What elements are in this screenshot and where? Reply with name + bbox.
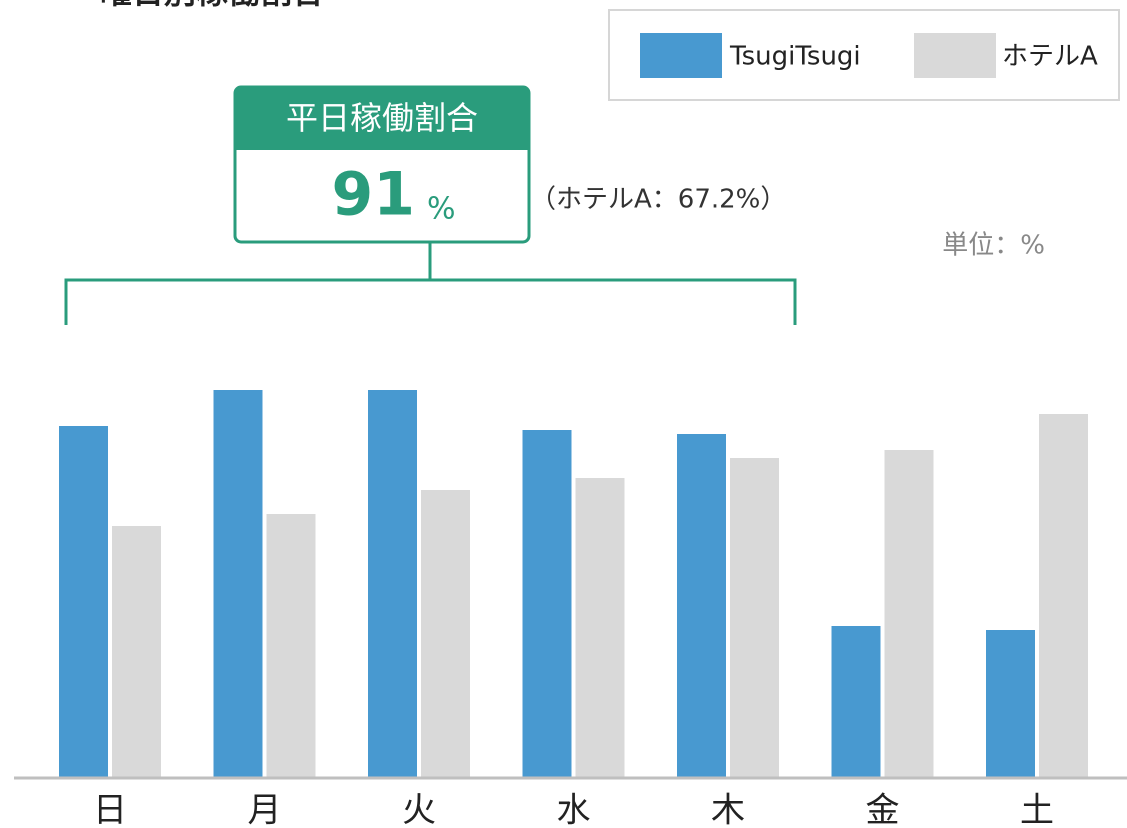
bar [522,430,572,778]
bar [368,390,417,778]
bar [213,390,263,778]
x-tick-label: 土 [1020,791,1054,828]
bar [730,458,779,778]
callout-value: 91 [332,160,416,230]
callout-title: 平日稼働割合 [286,99,478,137]
x-tick-label: 火 [402,791,436,828]
bracket [64,242,797,325]
x-tick-label: 日 [93,791,127,828]
bar [59,426,108,778]
callout-unit: % [427,192,456,227]
x-tick-label: 水 [557,791,591,828]
callout: 平日稼働割合 91 % [64,85,797,325]
legend-label: TsugiTsugi [729,42,861,72]
bar [884,450,934,778]
unit-label: 単位：% [942,231,1045,261]
legend-swatch [640,33,722,78]
bar [575,478,625,778]
bar [421,490,470,778]
bar [1039,414,1088,778]
bar [677,434,726,778]
bar [831,626,881,778]
callout-header [235,87,529,150]
x-tick-label: 月 [248,791,282,828]
legend-swatch [914,33,996,78]
bar [266,514,316,778]
legend-label: ホテルA [1002,42,1098,72]
callout-note: （ホテルA：67.2%） [530,185,786,215]
bar [986,630,1035,778]
x-tick-label: 木 [711,791,745,828]
chart-title: 曜日別稼働割合 [100,0,324,11]
x-tick-label: 金 [866,791,900,828]
bar [112,526,161,778]
